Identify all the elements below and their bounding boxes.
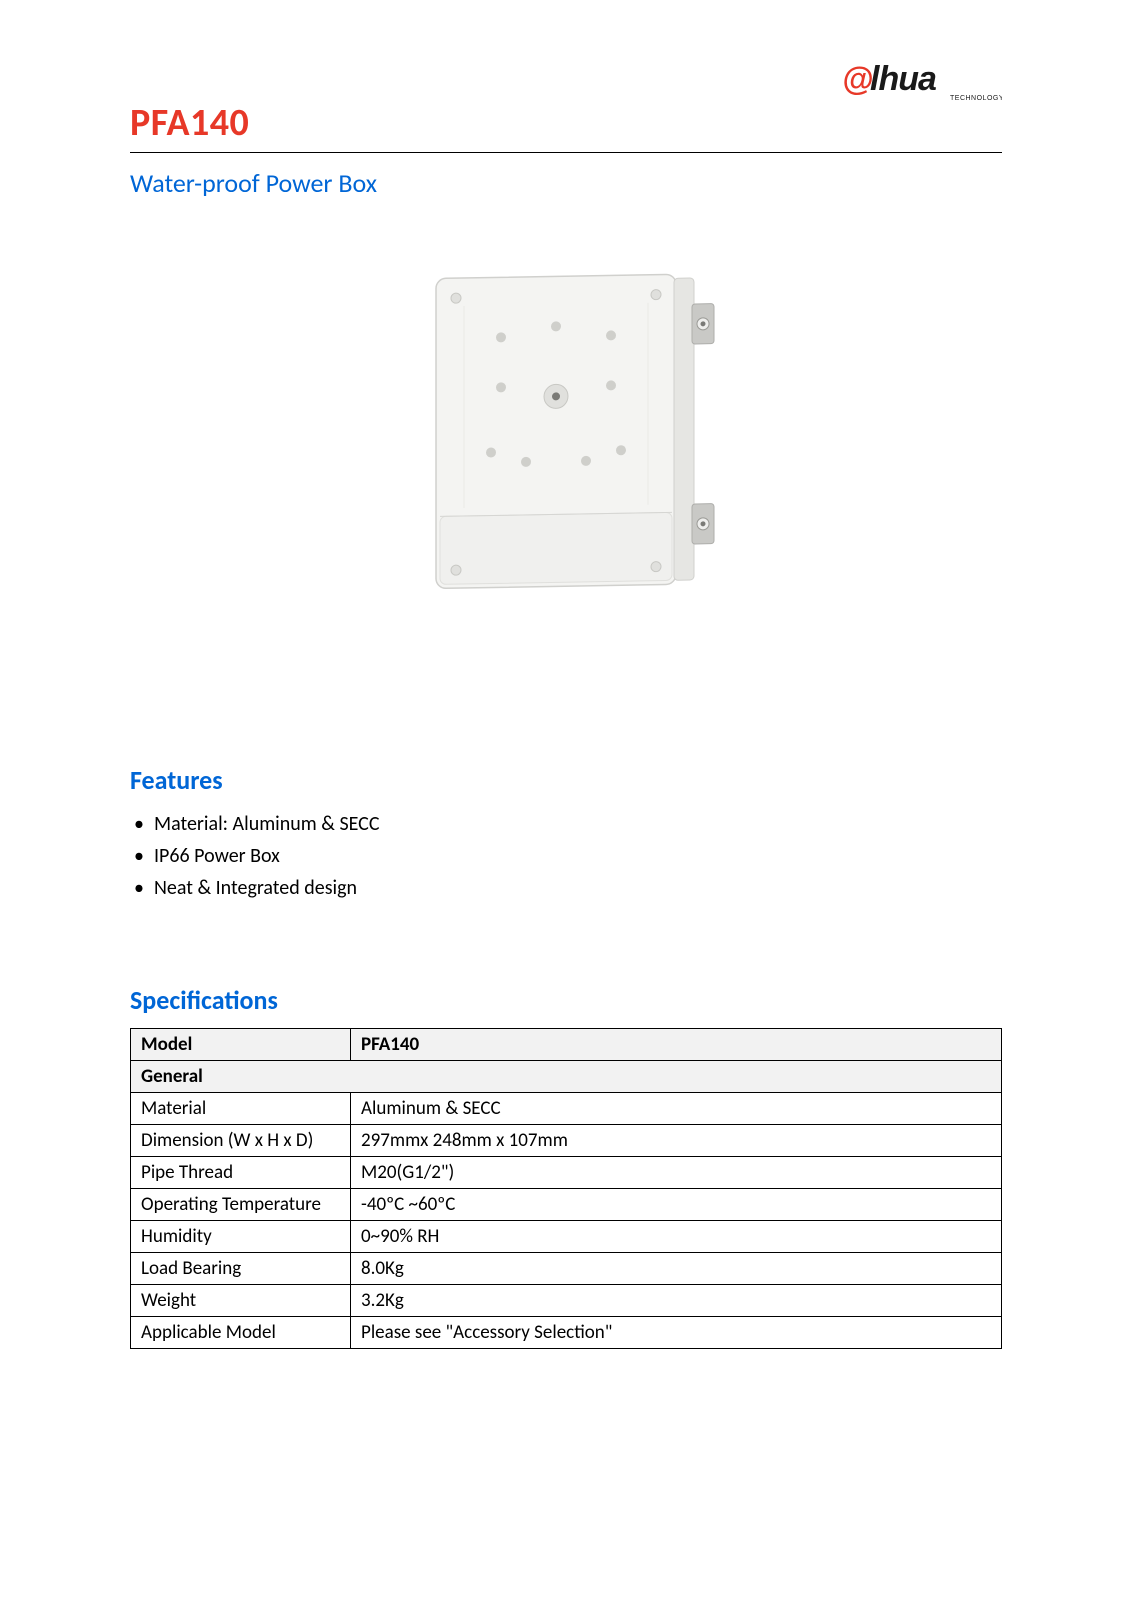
spec-key: Applicable Model	[131, 1317, 351, 1349]
spec-key: Humidity	[131, 1221, 351, 1253]
spec-value: 297mmx 248mm x 107mm	[351, 1125, 1002, 1157]
table-header-key: Model	[131, 1029, 351, 1061]
title-divider	[130, 152, 1002, 153]
spec-key: Material	[131, 1093, 351, 1125]
spec-value: M20(G1/2")	[351, 1157, 1002, 1189]
table-row: Pipe Thread M20(G1/2")	[131, 1157, 1002, 1189]
svg-text:TECHNOLOGY: TECHNOLOGY	[950, 95, 1002, 102]
table-section-row: General	[131, 1061, 1002, 1093]
feature-item: IP66 Power Box	[154, 840, 1002, 872]
spec-value: -40ºC ~60ºC	[351, 1189, 1002, 1221]
spec-value: Aluminum & SECC	[351, 1093, 1002, 1125]
features-list: Material: Aluminum & SECC IP66 Power Box…	[130, 808, 1002, 904]
feature-item: Neat & Integrated design	[154, 872, 1002, 904]
product-subtitle: Water-proof Power Box	[130, 167, 1002, 199]
spec-key: Dimension (W x H x D)	[131, 1125, 351, 1157]
spec-value: 0~90% RH	[351, 1221, 1002, 1253]
table-section-label: General	[131, 1061, 1002, 1093]
page-container: @ lhua TECHNOLOGY PFA140 Water-proof Pow…	[0, 0, 1132, 1409]
specifications-table: Model PFA140 General Material Aluminum &…	[130, 1028, 1002, 1349]
brand-logo: @ lhua TECHNOLOGY	[842, 58, 1002, 108]
table-row: Applicable Model Please see "Accessory S…	[131, 1317, 1002, 1349]
spec-value: Please see "Accessory Selection"	[351, 1317, 1002, 1349]
table-row: Operating Temperature -40ºC ~60ºC	[131, 1189, 1002, 1221]
table-header-row: Model PFA140	[131, 1029, 1002, 1061]
spec-key: Weight	[131, 1285, 351, 1317]
table-header-value: PFA140	[351, 1029, 1002, 1061]
table-row: Weight 3.2Kg	[131, 1285, 1002, 1317]
table-row: Dimension (W x H x D) 297mmx 248mm x 107…	[131, 1125, 1002, 1157]
product-image	[130, 259, 1002, 644]
spec-key: Load Bearing	[131, 1253, 351, 1285]
svg-text:lhua: lhua	[870, 60, 936, 98]
features-heading: Features	[130, 764, 1002, 796]
table-row: Humidity 0~90% RH	[131, 1221, 1002, 1253]
svg-text:@: @	[842, 61, 873, 97]
table-row: Material Aluminum & SECC	[131, 1093, 1002, 1125]
spec-key: Operating Temperature	[131, 1189, 351, 1221]
specifications-heading: Specifications	[130, 984, 1002, 1016]
feature-item: Material: Aluminum & SECC	[154, 808, 1002, 840]
spec-value: 8.0Kg	[351, 1253, 1002, 1285]
spec-value: 3.2Kg	[351, 1285, 1002, 1317]
table-row: Load Bearing 8.0Kg	[131, 1253, 1002, 1285]
spec-key: Pipe Thread	[131, 1157, 351, 1189]
